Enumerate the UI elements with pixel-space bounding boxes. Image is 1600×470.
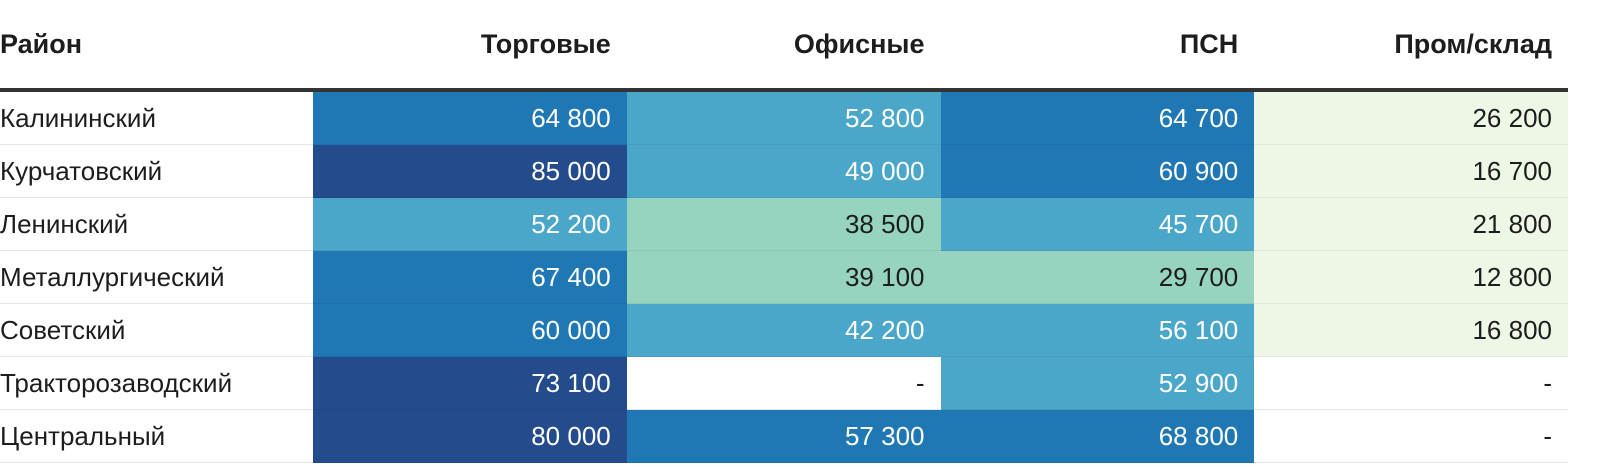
- heatmap-cell: 52 200: [313, 197, 627, 251]
- header-row: Район Торговые Офисные ПСН Пром/склад: [0, 0, 1568, 92]
- heatmap-cell: 73 100: [313, 356, 627, 410]
- district-name: Центральный: [0, 409, 313, 463]
- table-row: Калининский 64 800 52 800 64 700 26 200: [0, 90, 1568, 145]
- heatmap-cell: 64 700: [940, 90, 1255, 145]
- district-name: Тракторозаводский: [0, 356, 313, 410]
- heatmap-cell: -: [626, 356, 941, 410]
- heatmap-cell: 57 300: [626, 409, 941, 463]
- table-row: Ленинский 52 200 38 500 45 700 21 800: [0, 197, 1568, 251]
- heatmap-cell: 26 200: [1254, 90, 1568, 145]
- heatmap-cell: 38 500: [626, 197, 941, 251]
- heatmap-cell: 21 800: [1254, 197, 1568, 251]
- heatmap-cell: 42 200: [626, 303, 941, 357]
- heatmap-cell: 49 000: [626, 144, 941, 198]
- price-heatmap-table: Район Торговые Офисные ПСН Пром/склад Калини…: [0, 0, 1568, 463]
- table-row: Курчатовский 85 000 49 000 60 900 16 700: [0, 144, 1568, 198]
- column-header[interactable]: Район: [0, 0, 313, 92]
- heatmap-cell: -: [1254, 356, 1568, 410]
- heatmap-cell: 16 800: [1254, 303, 1568, 357]
- heatmap-cell: 29 700: [940, 250, 1255, 304]
- heatmap-cell: 45 700: [940, 197, 1255, 251]
- column-header[interactable]: Торговые: [313, 0, 627, 92]
- heatmap-cell: 67 400: [313, 250, 627, 304]
- column-header[interactable]: ПСН: [940, 0, 1255, 92]
- table-row: Советский 60 000 42 200 56 100 16 800: [0, 303, 1568, 357]
- district-name: Советский: [0, 303, 313, 357]
- heatmap-cell: 39 100: [626, 250, 941, 304]
- district-name: Ленинский: [0, 197, 313, 251]
- table-row: Металлургический 67 400 39 100 29 700 12 800: [0, 250, 1568, 304]
- district-name: Калининский: [0, 90, 313, 145]
- table-row: Центральный 80 000 57 300 68 800-: [0, 409, 1568, 463]
- heatmap-cell: 52 900: [940, 356, 1255, 410]
- column-header[interactable]: Пром/склад: [1254, 0, 1568, 92]
- heatmap-cell: 85 000: [313, 144, 627, 198]
- heatmap-cell: 80 000: [313, 409, 627, 463]
- heatmap-cell: 64 800: [313, 90, 627, 145]
- heatmap-cell: 52 800: [626, 90, 941, 145]
- heatmap-cell: 16 700: [1254, 144, 1568, 198]
- district-name: Металлургический: [0, 250, 313, 304]
- district-name: Курчатовский: [0, 144, 313, 198]
- column-header[interactable]: Офисные: [626, 0, 941, 92]
- table-row: Тракторозаводский 73 100-52 900-: [0, 356, 1568, 410]
- heatmap-cell: 60 900: [940, 144, 1255, 198]
- heatmap-cell: 56 100: [940, 303, 1255, 357]
- heatmap-cell: 12 800: [1254, 250, 1568, 304]
- heatmap-cell: 60 000: [313, 303, 627, 357]
- heatmap-cell: 68 800: [940, 409, 1255, 463]
- heatmap-cell: -: [1254, 409, 1568, 463]
